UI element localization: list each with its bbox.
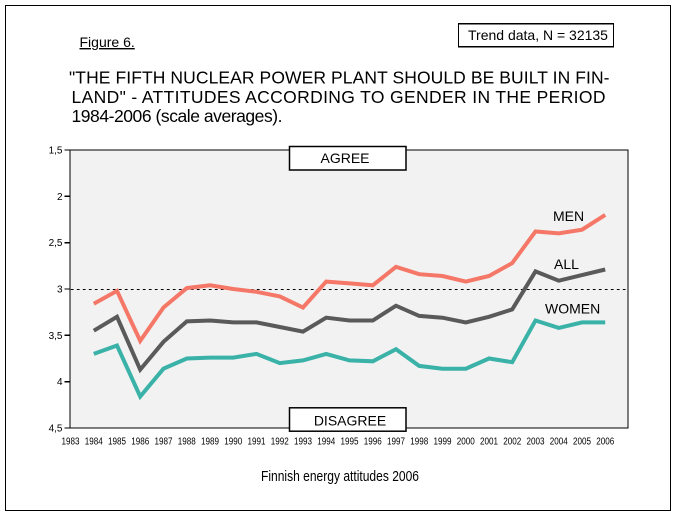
svg-text:1993: 1993 bbox=[294, 437, 312, 448]
svg-text:"THE FIFTH NUCLEAR POWER PLANT: "THE FIFTH NUCLEAR POWER PLANT SHOULD BE… bbox=[69, 68, 610, 88]
svg-text:1988: 1988 bbox=[178, 437, 196, 448]
svg-text:ALL: ALL bbox=[554, 256, 579, 272]
svg-text:2006: 2006 bbox=[596, 437, 614, 448]
svg-text:WOMEN: WOMEN bbox=[545, 301, 600, 317]
svg-text:2005: 2005 bbox=[573, 437, 591, 448]
svg-text:1984: 1984 bbox=[85, 437, 103, 448]
svg-text:1986: 1986 bbox=[131, 437, 149, 448]
svg-text:1987: 1987 bbox=[155, 437, 173, 448]
svg-text:1998: 1998 bbox=[410, 437, 428, 448]
svg-text:2,5: 2,5 bbox=[49, 238, 63, 249]
svg-text:1,5: 1,5 bbox=[49, 146, 63, 157]
svg-text:Trend data, N = 32135: Trend data, N = 32135 bbox=[468, 27, 608, 43]
svg-text:4,5: 4,5 bbox=[49, 424, 63, 435]
svg-text:2004: 2004 bbox=[550, 437, 568, 448]
svg-text:1990: 1990 bbox=[224, 437, 242, 448]
svg-text:MEN: MEN bbox=[553, 208, 584, 224]
svg-text:4: 4 bbox=[57, 377, 63, 388]
svg-text:2001: 2001 bbox=[480, 437, 498, 448]
svg-text:1991: 1991 bbox=[248, 437, 266, 448]
svg-text:1999: 1999 bbox=[434, 437, 452, 448]
svg-text:Figure 6.: Figure 6. bbox=[80, 34, 135, 50]
svg-text:Finnish energy attitudes 2006: Finnish energy attitudes 2006 bbox=[261, 469, 419, 485]
svg-text:1997: 1997 bbox=[387, 437, 405, 448]
svg-text:1996: 1996 bbox=[364, 437, 382, 448]
svg-text:1994: 1994 bbox=[317, 437, 335, 448]
svg-text:1983: 1983 bbox=[62, 437, 80, 448]
svg-text:1992: 1992 bbox=[271, 437, 289, 448]
svg-text:2002: 2002 bbox=[503, 437, 521, 448]
svg-text:LAND" - ATTITUDES ACCORDING TO: LAND" - ATTITUDES ACCORDING TO GENDER IN… bbox=[72, 87, 606, 107]
svg-text:1984-2006 (scale averages).: 1984-2006 (scale averages). bbox=[72, 106, 283, 126]
svg-text:1995: 1995 bbox=[341, 437, 359, 448]
svg-text:3,5: 3,5 bbox=[49, 331, 63, 342]
svg-text:2003: 2003 bbox=[527, 437, 545, 448]
svg-text:3: 3 bbox=[57, 285, 63, 296]
svg-text:2: 2 bbox=[57, 192, 63, 203]
svg-text:1989: 1989 bbox=[201, 437, 219, 448]
svg-text:DISAGREE: DISAGREE bbox=[314, 412, 386, 428]
svg-text:AGREE: AGREE bbox=[320, 150, 369, 166]
svg-text:2000: 2000 bbox=[457, 437, 475, 448]
svg-text:1985: 1985 bbox=[108, 437, 126, 448]
